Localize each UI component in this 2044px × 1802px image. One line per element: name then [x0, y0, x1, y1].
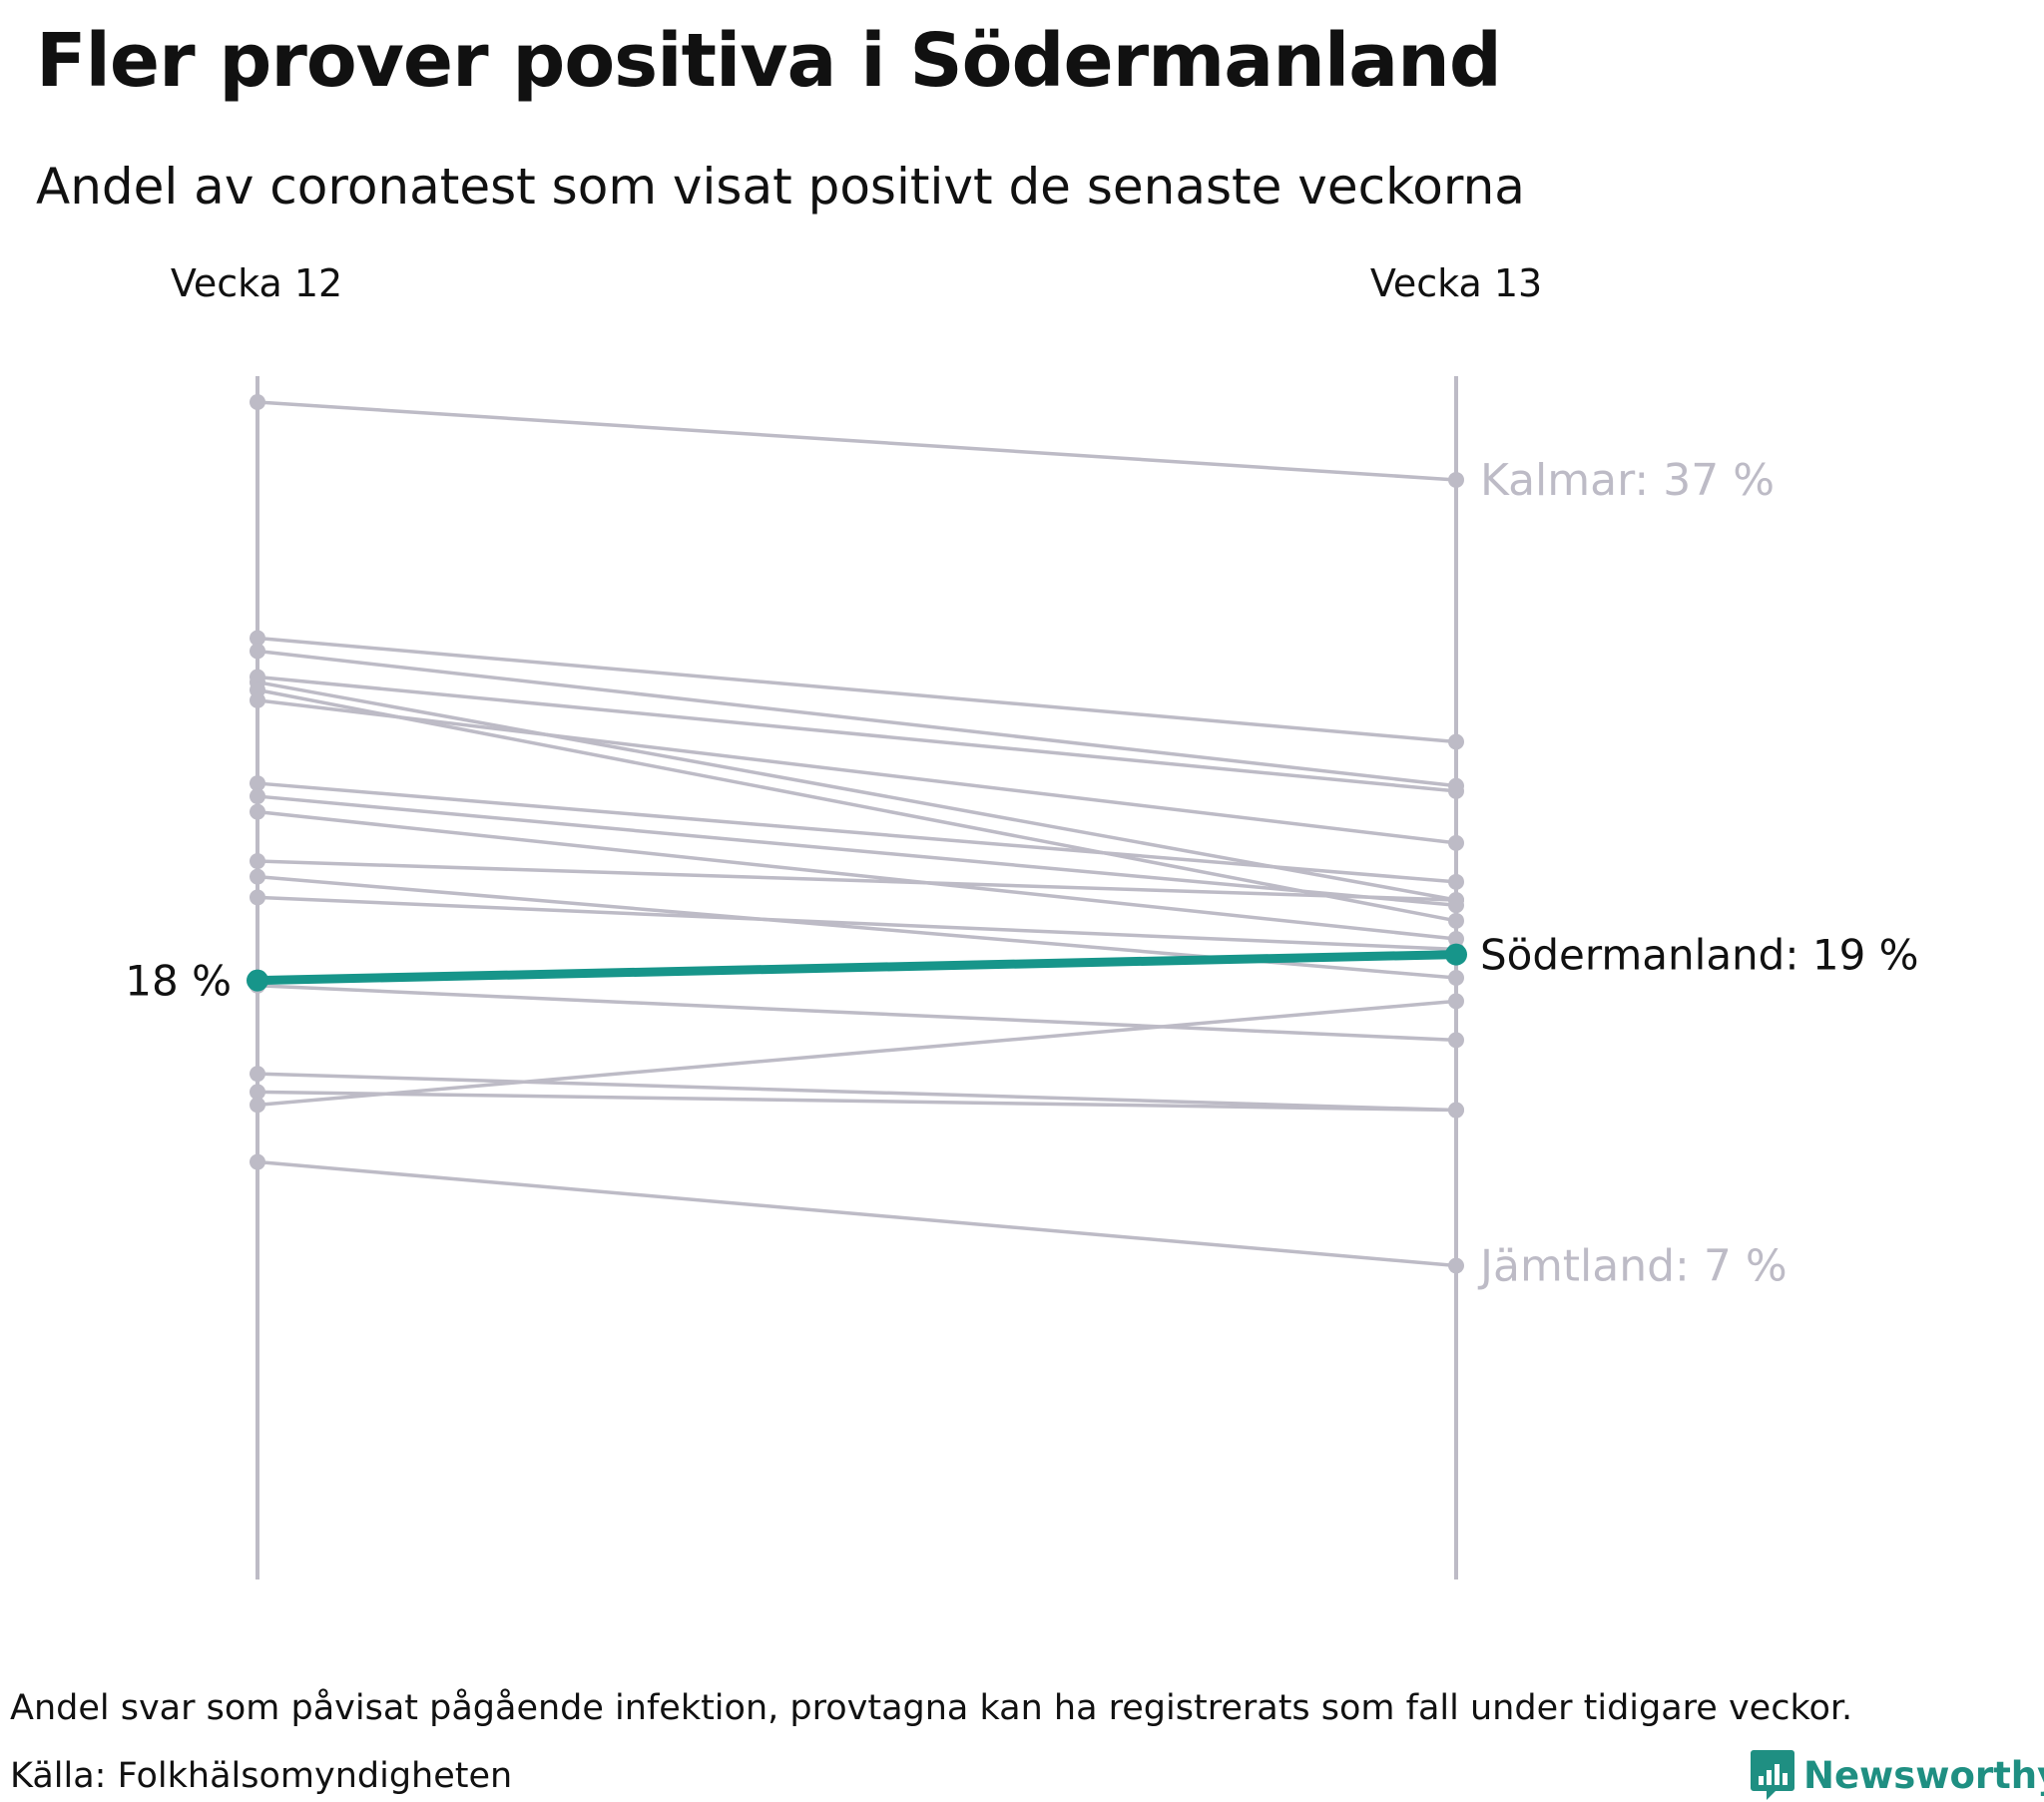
series-line	[256, 698, 1457, 845]
series-region-5	[250, 674, 1464, 909]
end-point	[1448, 892, 1464, 909]
series-region-15	[250, 889, 1464, 958]
series-region-2	[250, 630, 1464, 750]
series-layer	[247, 393, 1467, 1274]
end-point	[1448, 1032, 1464, 1049]
series-line	[256, 1090, 1457, 1113]
end-point	[1448, 782, 1464, 799]
series-region-7	[250, 691, 1464, 851]
logo-text: Newsworthy	[1803, 1753, 2044, 1797]
end-point	[1448, 912, 1464, 929]
slope-chart: Vecka 12 Vecka 13 Kalmar: 37 % Jämtland: …	[125, 261, 1919, 1579]
start-point	[250, 1097, 265, 1114]
start-point	[250, 1153, 265, 1170]
start-point	[250, 868, 265, 885]
start-point	[250, 393, 265, 410]
series-line	[256, 794, 1457, 907]
start-point	[250, 853, 265, 870]
series-line	[256, 895, 1457, 952]
end-label-kalmar: Kalmar: 37 %	[1480, 455, 1775, 506]
end-point	[1448, 970, 1464, 986]
series-södermanland	[247, 943, 1467, 992]
series-line	[256, 400, 1457, 482]
series-line	[256, 1072, 1457, 1113]
end-point	[1448, 733, 1464, 750]
end-label-jämtland: Jämtland: 7 %	[1477, 1241, 1788, 1292]
start-point	[250, 775, 265, 792]
start-point	[250, 691, 265, 708]
series-line	[256, 649, 1457, 788]
chart-note: Andel svar som påvisat pågående infektio…	[10, 1688, 1853, 1728]
series-region-10	[250, 803, 1464, 948]
series-jämtland	[250, 1153, 1464, 1274]
chart-subtitle: Andel av coronatest som visat positivt d…	[36, 158, 1525, 216]
newsworthy-logo: Newsworthy	[1750, 1748, 2044, 1802]
series-region-16	[250, 1066, 1464, 1119]
start-point	[250, 630, 265, 647]
start-label-södermanland: 18 %	[125, 957, 232, 1006]
end-point	[1448, 993, 1464, 1010]
column-label-vecka-12: Vecka 12	[171, 261, 342, 305]
series-region-14	[250, 977, 1464, 1049]
newsworthy-bar-chart-icon	[1751, 1750, 1794, 1800]
end-point	[1448, 1257, 1464, 1274]
chart-title: Fler prover positiva i Södermanland	[36, 18, 1502, 104]
series-region-11	[250, 853, 1464, 909]
series-line	[256, 687, 1457, 923]
series-line	[256, 950, 1457, 986]
series-region-17	[250, 1084, 1464, 1119]
end-point	[1448, 873, 1464, 890]
end-label-södermanland: Södermanland: 19 %	[1480, 931, 1919, 980]
series-line	[256, 636, 1457, 744]
end-point	[1445, 943, 1467, 966]
series-region-18	[250, 993, 1464, 1114]
series-line	[256, 809, 1457, 941]
start-point	[250, 1084, 265, 1101]
label-layer: Kalmar: 37 % Jämtland: 7 % Södermanland: 1…	[125, 455, 1918, 1292]
end-point	[1448, 834, 1464, 851]
series-line	[256, 984, 1457, 1043]
start-point	[250, 889, 265, 906]
start-point	[247, 969, 268, 992]
series-line	[256, 859, 1457, 902]
end-point	[1448, 1102, 1464, 1119]
series-line	[256, 1159, 1457, 1268]
chart-source: Källa: Folkhälsomyndigheten	[10, 1756, 513, 1796]
series-region-8	[250, 775, 1464, 890]
column-label-vecka-13: Vecka 13	[1370, 261, 1542, 305]
start-point	[250, 1066, 265, 1083]
series-line	[256, 675, 1457, 793]
start-point	[250, 643, 265, 660]
series-line	[256, 781, 1457, 884]
start-point	[250, 788, 265, 805]
start-point	[250, 803, 265, 820]
series-line	[256, 999, 1457, 1108]
series-kalmar	[250, 393, 1464, 488]
end-point	[1448, 471, 1464, 488]
